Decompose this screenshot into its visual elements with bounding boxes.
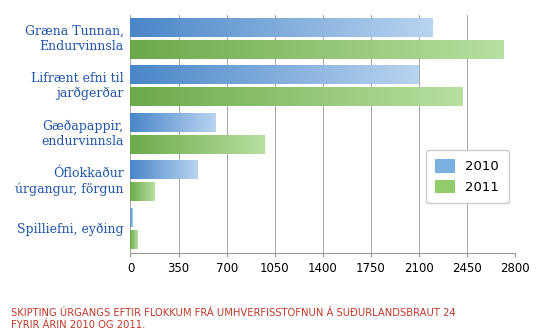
Text: SKIPTING ÚRGANGS EFTIR FLOKKUM FRÁ UMHVERFISSTOFNUN Á SUÐURLANDSBRAUT 24
FYRIR Á: SKIPTING ÚRGANGS EFTIR FLOKKUM FRÁ UMHVE… bbox=[11, 308, 456, 330]
Legend: 2010, 2011: 2010, 2011 bbox=[426, 150, 508, 203]
